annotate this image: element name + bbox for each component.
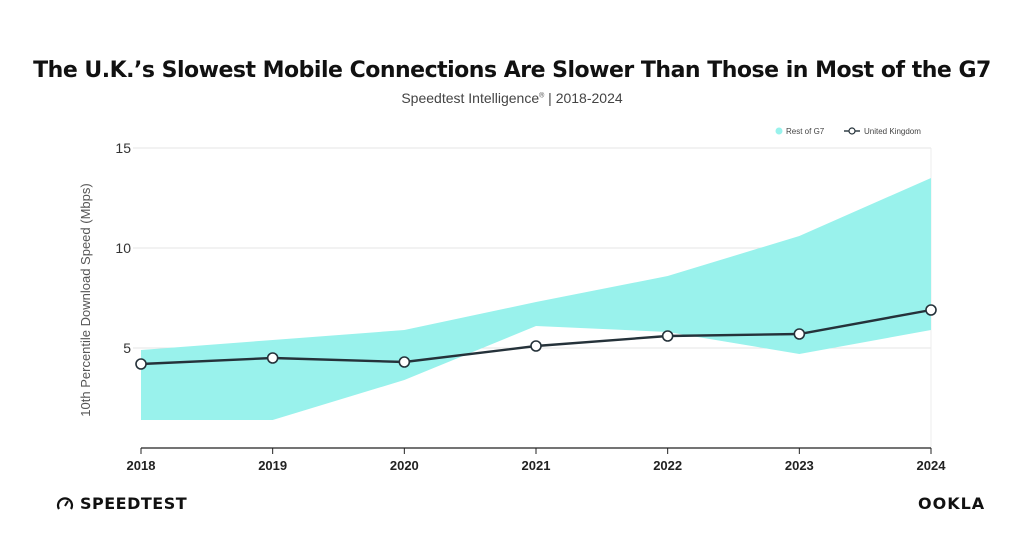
united-kingdom-point	[925, 304, 937, 316]
chart-legend: Rest of G7 United Kingdom	[775, 127, 921, 136]
x-tick-label: 2023	[785, 458, 814, 473]
x-tick-label: 2020	[390, 458, 419, 473]
legend-marker-united-kingdom	[848, 127, 856, 135]
ookla-logo: OOKLA	[918, 494, 986, 513]
registered-mark: ®	[539, 92, 545, 100]
chart-axes: 5 10 15 2018 2019 2020 2021 2022 2023 2024	[115, 140, 946, 473]
speedtest-logo-text: SPEEDTEST	[80, 494, 188, 513]
legend-label-rest-of-g7: Rest of G7	[786, 127, 825, 136]
united-kingdom-point	[398, 356, 411, 368]
x-tick-label: 2018	[127, 458, 156, 473]
speedtest-logo: SPEEDTEST	[56, 494, 187, 513]
x-tick-label: 2019	[258, 458, 287, 473]
x-tick-label: 2022	[653, 458, 682, 473]
series-layer	[135, 304, 937, 370]
band-layer	[141, 178, 931, 420]
y-tick-label: 15	[115, 140, 131, 156]
y-tick-label: 10	[115, 240, 131, 256]
chart-title: The U.K.’s Slowest Mobile Connections Ar…	[33, 58, 991, 83]
united-kingdom-point	[135, 358, 147, 370]
x-tick-label: 2024	[917, 458, 947, 473]
x-tick-label: 2021	[522, 458, 551, 473]
legend-label-united-kingdom: United Kingdom	[864, 127, 921, 136]
united-kingdom-point	[793, 328, 806, 340]
y-tick-label: 5	[123, 340, 131, 356]
rest-of-g7-band	[141, 178, 931, 420]
subtitle-source: Speedtest Intelligence	[401, 90, 540, 106]
chart-subtitle: Speedtest Intelligence® | 2018-2024	[0, 90, 1024, 106]
y-axis-label: 10th Percentile Download Speed (Mbps)	[78, 183, 93, 416]
speedometer-icon	[56, 496, 74, 510]
legend-swatch-rest-of-g7	[775, 127, 783, 135]
united-kingdom-point	[661, 330, 674, 342]
united-kingdom-point	[530, 340, 542, 352]
united-kingdom-point	[266, 352, 279, 364]
subtitle-range: | 2018-2024	[548, 90, 623, 106]
